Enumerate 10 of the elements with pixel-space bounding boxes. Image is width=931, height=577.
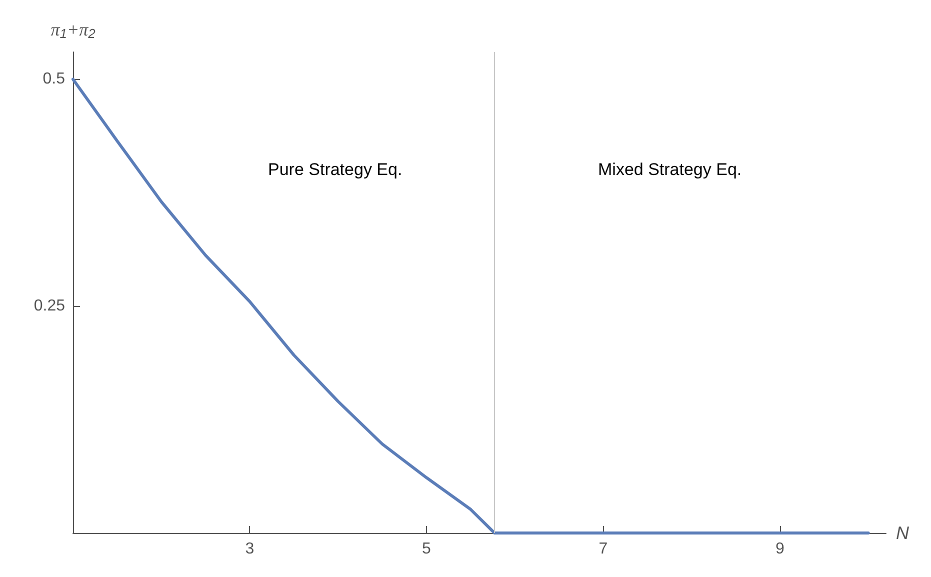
annotation: Mixed Strategy Eq. [598,160,742,179]
x-tick-label: 7 [598,540,608,558]
x-tick-label: 3 [245,540,254,558]
y-tick-label: 0.5 [42,70,66,88]
annotation: Pure Strategy Eq. [268,160,402,179]
x-axis-title: N [896,523,910,543]
y-tick-label: 0.25 [34,298,66,315]
x-tick-label: 5 [422,540,432,558]
line-series [72,78,870,534]
x-tick-label: 9 [776,540,785,558]
